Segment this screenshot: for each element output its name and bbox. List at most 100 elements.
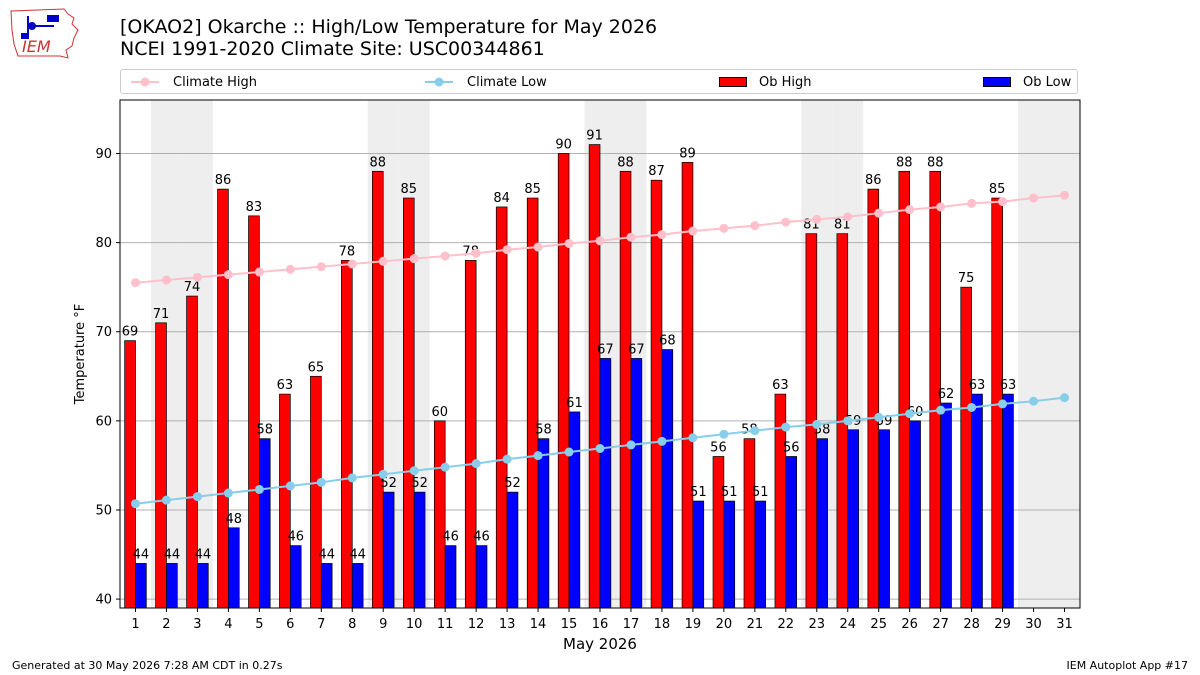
- ob-low-bar: [444, 545, 457, 609]
- ob-high-bar: [898, 170, 911, 609]
- ob-high-label: 85: [989, 182, 1006, 197]
- ob-low-label: 51: [752, 485, 769, 500]
- ob-high-swatch-icon: [719, 77, 747, 87]
- climate-high-point: [502, 245, 512, 255]
- ob-high-label: 65: [308, 360, 325, 375]
- ob-high-bar: [124, 340, 136, 609]
- climate-low-point: [192, 492, 202, 502]
- x-tick-label: 1: [131, 617, 139, 632]
- x-tick-label: 26: [901, 617, 918, 632]
- climate-high-point: [998, 197, 1008, 207]
- climate-low-point: [285, 481, 295, 491]
- ob-high-label: 86: [865, 173, 882, 188]
- climate-low-point: [595, 443, 605, 453]
- ob-low-label: 52: [380, 476, 397, 491]
- y-tick-label: 90: [95, 147, 112, 162]
- climate-low-point: [874, 412, 884, 422]
- ob-low-bar: [816, 438, 828, 609]
- ob-high-bar: [557, 153, 570, 609]
- ob-low-label: 52: [504, 476, 521, 491]
- x-tick-label: 17: [623, 617, 640, 632]
- ob-low-bar: [661, 349, 674, 609]
- ob-low-label: 44: [164, 547, 181, 562]
- ob-high-bar: [743, 438, 756, 609]
- x-axis-label: May 2026: [563, 635, 637, 653]
- ob-high-bar: [712, 456, 725, 609]
- climate-high-point: [874, 208, 884, 218]
- climate-high-point: [471, 248, 481, 258]
- legend: Climate High Climate Low Ob High Ob Low: [120, 69, 1078, 94]
- legend-label-climate-low: Climate Low: [467, 74, 547, 90]
- climate-high-point: [316, 262, 326, 272]
- ob-high-bar: [650, 179, 663, 609]
- ob-low-bar: [878, 429, 890, 609]
- ob-low-bar: [630, 358, 643, 609]
- climate-high-point: [843, 212, 853, 222]
- weekend-shade: [1049, 100, 1080, 608]
- ob-low-label: 52: [411, 476, 428, 491]
- y-tick-label: 50: [95, 503, 112, 518]
- ob-high-bar: [588, 144, 601, 609]
- ob-high-bar: [310, 375, 322, 609]
- x-tick-label: 19: [685, 617, 702, 632]
- climate-low-point: [781, 422, 791, 432]
- climate-high-point: [347, 259, 357, 269]
- generated-note: Generated at 30 May 2026 7:28 AM CDT in …: [12, 659, 283, 672]
- ob-high-label: 87: [648, 164, 665, 179]
- climate-high-point: [595, 236, 605, 246]
- climate-low-point: [409, 466, 419, 476]
- ob-low-label: 44: [318, 547, 335, 562]
- climate-high-point: [1029, 193, 1039, 203]
- climate-high-point: [378, 256, 388, 266]
- climate-high-point: [688, 226, 698, 236]
- x-tick-label: 28: [963, 617, 980, 632]
- legend-label-ob-low: Ob Low: [1023, 74, 1072, 90]
- weather-station-icon: [21, 15, 59, 39]
- ob-low-bar: [971, 393, 983, 609]
- chart-title: [OKAO2] Okarche :: High/Low Temperature …: [120, 16, 657, 60]
- ob-high-bar: [279, 393, 291, 609]
- ob-low-label: 62: [938, 387, 955, 402]
- x-tick-label: 21: [747, 617, 764, 632]
- climate-low-point: [905, 409, 915, 419]
- ob-low-bar: [506, 491, 519, 609]
- ob-low-label: 51: [690, 485, 707, 500]
- ob-high-bar: [464, 260, 477, 609]
- climate-high-point: [1060, 190, 1070, 200]
- climate-high-point: [285, 264, 295, 274]
- ob-low-bar: [909, 420, 921, 609]
- climate-high-point: [750, 221, 760, 231]
- climate-low-point: [719, 429, 729, 439]
- y-tick-label: 70: [95, 325, 112, 340]
- ob-high-label: 89: [679, 146, 696, 161]
- legend-item-ob-low: Ob Low: [983, 74, 1071, 90]
- ob-low-label: 46: [287, 530, 304, 545]
- y-tick-label: 80: [95, 236, 112, 251]
- climate-low-point: [626, 440, 636, 450]
- ob-low-bar: [259, 438, 271, 609]
- climate-low-point: [750, 426, 760, 436]
- x-tick-label: 22: [778, 617, 795, 632]
- y-axis-label: Temperature °F: [73, 304, 88, 405]
- climate-low-point: [843, 416, 853, 426]
- ob-high-label: 75: [958, 271, 975, 286]
- climate-low-point: [1060, 393, 1070, 403]
- x-tick-label: 29: [994, 617, 1011, 632]
- x-tick-label: 5: [255, 617, 263, 632]
- ob-low-bar: [197, 563, 209, 609]
- x-tick-label: 27: [932, 617, 949, 632]
- climate-low-point: [471, 459, 481, 469]
- ob-low-bar: [413, 491, 426, 609]
- x-tick-label: 16: [592, 617, 609, 632]
- x-tick-label: 9: [379, 617, 387, 632]
- legend-label-ob-high: Ob High: [759, 74, 812, 90]
- ob-low-bar: [568, 411, 581, 609]
- ob-low-label: 61: [566, 396, 583, 411]
- legend-item-ob-high: Ob High: [719, 74, 812, 90]
- ob-high-label: 90: [555, 137, 572, 152]
- ob-high-label: 86: [215, 173, 232, 188]
- ob-high-label: 74: [184, 280, 201, 295]
- ob-low-bar: [289, 545, 302, 609]
- ob-high-label: 71: [153, 307, 170, 322]
